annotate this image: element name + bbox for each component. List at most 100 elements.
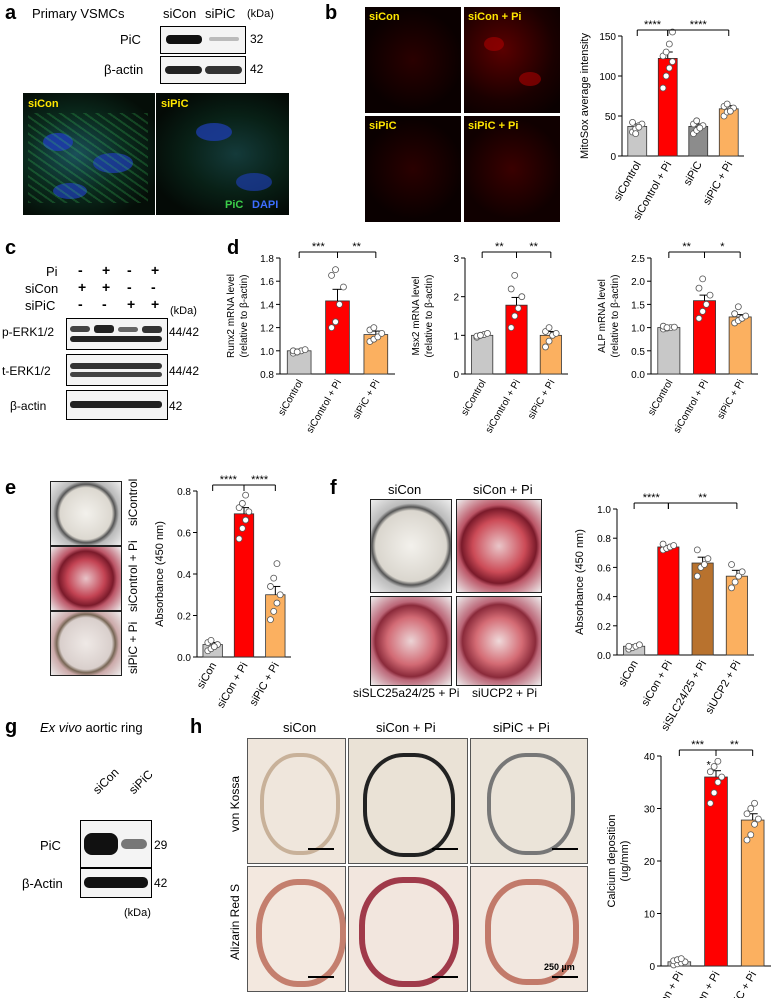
y-tick-label: 10 [644, 910, 656, 921]
sig-label: ** [495, 241, 504, 253]
micrograph-sipic-pi [464, 116, 560, 222]
data-point [511, 312, 519, 320]
y-tick-label: 150 [599, 32, 616, 43]
y-axis-label: Absorbance (450 nm) [574, 529, 586, 635]
y-tick-label: 100 [599, 72, 616, 83]
x-tick-label: siCon + Pi [650, 970, 686, 998]
y-tick-label: 0 [649, 962, 655, 973]
y-axis-label: ALP mRNA level [597, 279, 608, 353]
condition-mark: - [102, 296, 107, 312]
condition-mark: - [78, 296, 83, 312]
data-point [747, 805, 755, 812]
data-point [735, 572, 743, 580]
panel-label-a: a [5, 2, 17, 24]
y-tick-label: 0.4 [177, 570, 191, 581]
sig-label: ** [529, 241, 538, 253]
kda-value: 42 [154, 876, 168, 890]
y-tick-label: 0.2 [597, 622, 611, 633]
x-tick-label: siControl [646, 378, 675, 418]
y-tick-label: 1.0 [597, 505, 611, 516]
data-point [669, 58, 676, 65]
sig-label: **** [690, 19, 708, 31]
sig-label: *** [691, 739, 705, 751]
data-point [242, 516, 250, 524]
condition-row-label: Pi [46, 264, 58, 279]
data-point [662, 72, 670, 80]
micrograph-label: siCon [28, 98, 59, 110]
x-tick-label: siPiC + Pi [248, 661, 282, 709]
data-point [235, 535, 243, 543]
y-tick-label: 0 [610, 152, 616, 163]
well-image [50, 611, 122, 676]
data-point [728, 584, 735, 592]
x-tick-label: siPiC + Pi [725, 970, 759, 998]
kda-value: 29 [154, 838, 168, 852]
data-point [738, 568, 746, 576]
data-point [340, 283, 347, 291]
x-tick-label: siCon [616, 659, 640, 689]
well-label: siSLC25a24/25 + Pi [353, 686, 460, 700]
blot-row-label: PiC [120, 32, 141, 47]
y-tick-label: 3 [453, 254, 459, 265]
data-point [662, 48, 670, 56]
panel-label-c: c [5, 237, 17, 259]
data-point [267, 616, 274, 624]
data-point [238, 524, 246, 532]
well-image [50, 481, 122, 546]
data-point [328, 324, 335, 332]
data-point [270, 574, 278, 582]
sig-label: **** [220, 474, 238, 486]
sig-label: **** [251, 474, 269, 486]
data-point [378, 329, 386, 337]
y-tick-label: 30 [644, 805, 656, 816]
blot-row-label: PiC [40, 838, 61, 853]
well-image [50, 546, 122, 611]
data-point [273, 599, 281, 607]
western-blot-terk [66, 354, 168, 386]
y-tick-label: 0 [453, 370, 459, 381]
scale-bar [432, 848, 458, 850]
stain-label-pic: PiC [225, 199, 244, 211]
panel-label-d: d [227, 237, 240, 259]
data-point [696, 124, 704, 132]
data-point [710, 763, 718, 770]
y-tick-label: 1 [453, 331, 459, 342]
y-axis-label: (ug/mm) [619, 841, 631, 882]
x-tick-label: siControl [277, 378, 306, 418]
micrograph-label: siCon + Pi [468, 11, 522, 23]
data-point [670, 542, 678, 549]
sig-label: *** [312, 241, 326, 253]
condition-mark: - [127, 262, 132, 278]
data-point [693, 572, 701, 580]
data-point [542, 343, 549, 351]
data-point [635, 123, 643, 131]
x-tick-label: siPiC + Pi [526, 378, 557, 421]
data-point [718, 773, 726, 781]
data-point [207, 637, 215, 644]
micrograph-sicon [365, 7, 461, 113]
data-point [723, 100, 731, 108]
scale-bar [552, 848, 578, 850]
y-axis-label: Msx2 mRNA level [411, 277, 422, 356]
condition-mark: - [127, 279, 132, 295]
y-tick-label: 50 [605, 112, 617, 123]
histology-image [348, 866, 468, 992]
y-tick-label: 1.6 [260, 277, 274, 288]
bar [657, 546, 680, 656]
data-point [629, 119, 636, 126]
x-tick-label: siPiC + Pi [715, 378, 746, 421]
column-label: siCon [283, 720, 317, 735]
panel-label-f: f [330, 477, 337, 499]
western-blot-perk [66, 318, 168, 350]
data-point [659, 540, 667, 548]
well-image [370, 499, 452, 593]
western-blot-actin [80, 868, 152, 898]
data-point [273, 560, 281, 568]
sig-label: ** [730, 739, 739, 751]
y-tick-label: 1.4 [260, 300, 274, 311]
data-point [336, 300, 343, 308]
data-point [751, 820, 758, 828]
well-image [456, 596, 542, 686]
bar [325, 300, 350, 375]
